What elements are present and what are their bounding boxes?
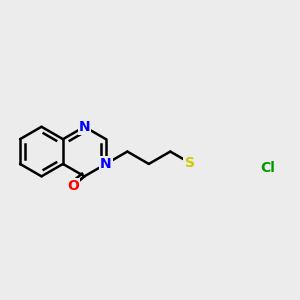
Text: Cl: Cl — [260, 161, 275, 176]
Text: N: N — [79, 120, 90, 134]
Text: O: O — [67, 178, 79, 193]
Text: S: S — [184, 156, 195, 170]
Text: N: N — [100, 157, 112, 171]
